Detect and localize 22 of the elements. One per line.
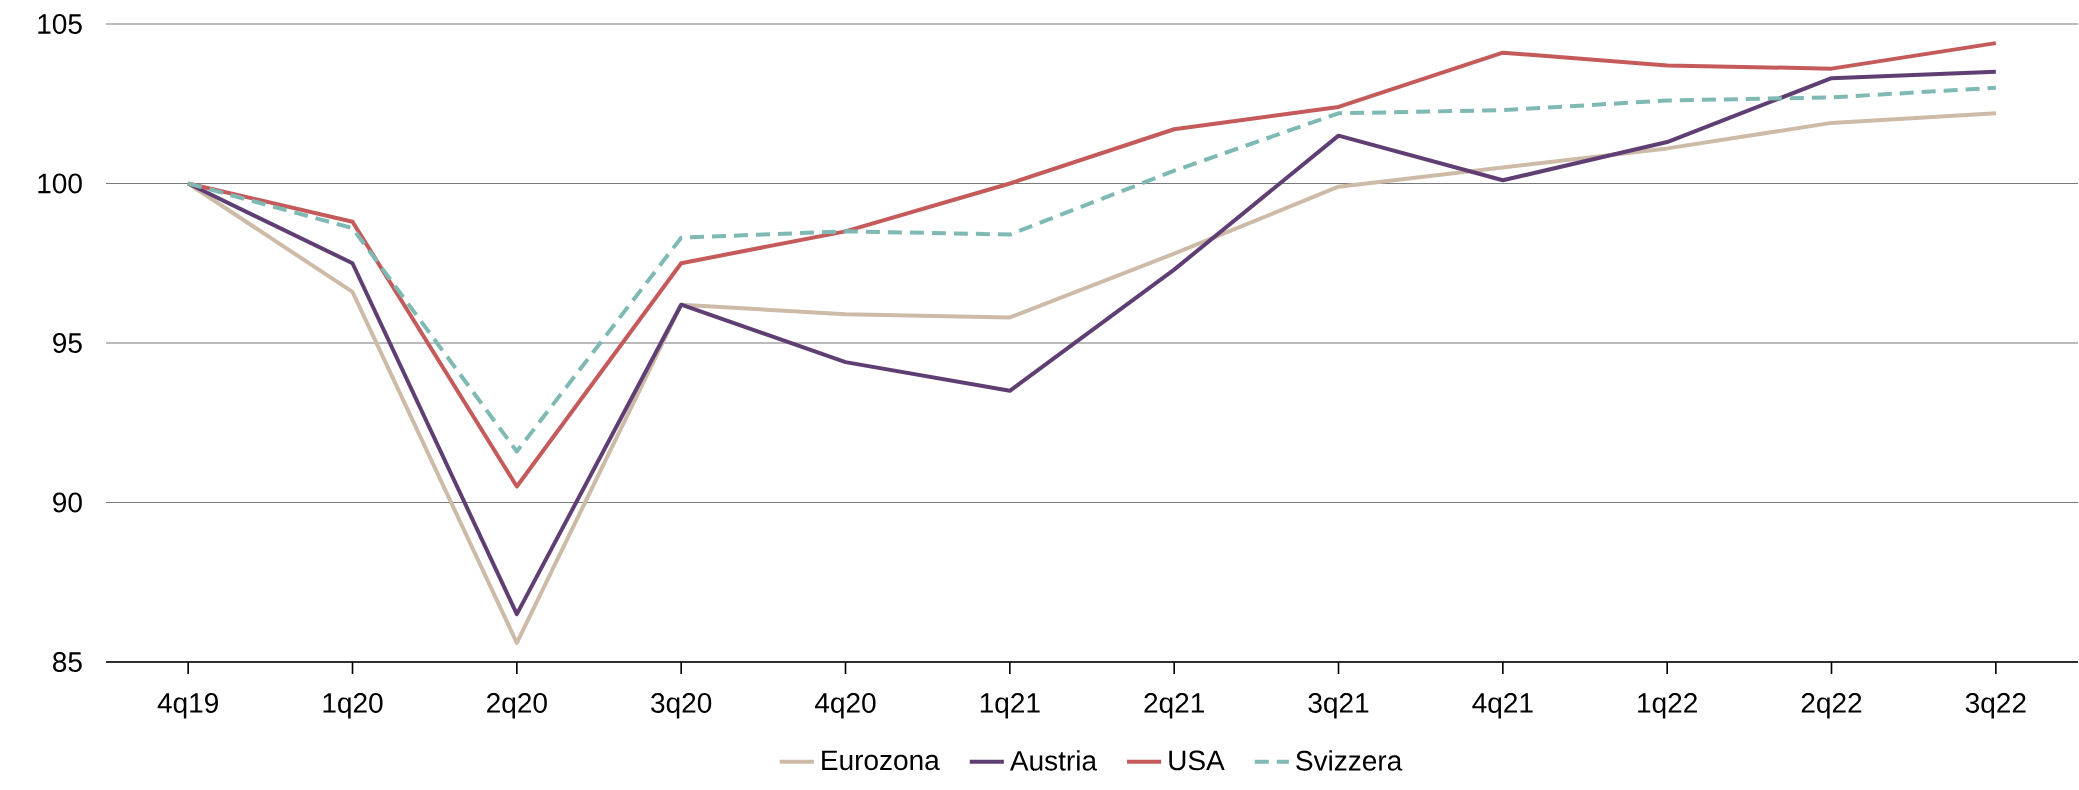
x-tick-label: 1q20 — [323, 693, 383, 719]
x-tick-label: 4q20 — [814, 693, 876, 719]
legend-label: Svizzera — [1296, 750, 1403, 771]
x-tick-label: 1q21 — [980, 693, 1040, 719]
y-tick-label: 100 — [38, 173, 82, 194]
y-tick-label: 90 — [53, 492, 82, 513]
x-tick-label: 2q22 — [1801, 693, 1862, 719]
x-tick-label: 2q21 — [1144, 693, 1204, 719]
x-tick-label: 2q20 — [487, 693, 547, 719]
y-tick-label: 105 — [38, 14, 82, 34]
x-tick-label: 3q21 — [1308, 693, 1369, 719]
x-tick-label: 4q21 — [1472, 693, 1533, 719]
y-tick-label: 95 — [53, 333, 82, 353]
legend-label: Eurozona — [822, 750, 940, 771]
line-series — [186, 85, 1998, 454]
y-tick-label: 85 — [53, 652, 82, 672]
legend-label: USA — [1169, 750, 1225, 771]
x-tick-label: 1q22 — [1638, 693, 1697, 719]
legend-label: Austria — [1009, 750, 1098, 771]
x-tick-label: 3q20 — [651, 693, 712, 719]
x-tick-label: 3q22 — [1965, 693, 2026, 719]
x-tick-label: 4q19 — [157, 693, 218, 719]
